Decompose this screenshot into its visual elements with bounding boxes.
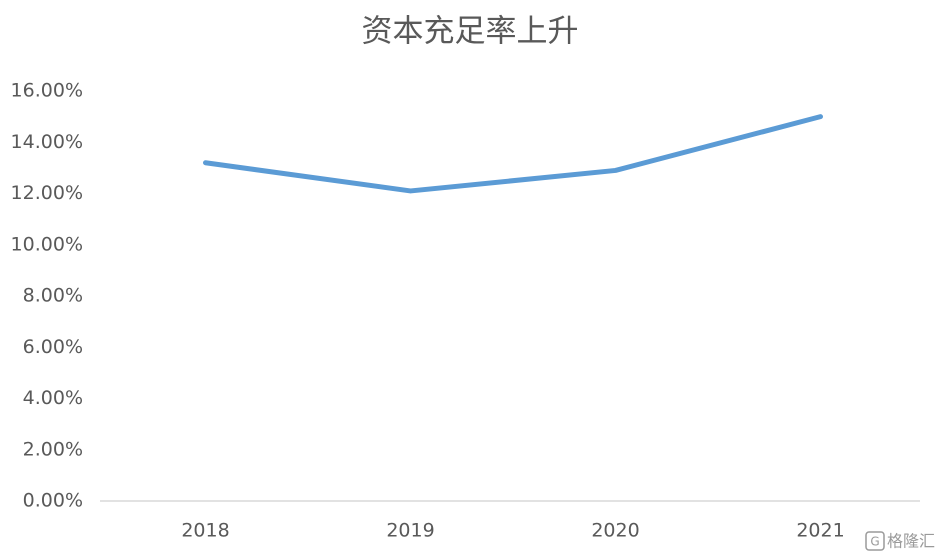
- y-tick-label: 16.00%: [11, 80, 83, 102]
- y-tick-label: 6.00%: [23, 336, 83, 358]
- x-tick-label: 2019: [386, 520, 434, 542]
- y-tick-label: 8.00%: [23, 285, 83, 307]
- watermark-glyph: G: [870, 535, 879, 549]
- x-tick-label: 2021: [796, 520, 844, 542]
- series-line: [203, 114, 823, 194]
- y-tick-label: 2.00%: [23, 438, 83, 460]
- chart-title: 资本充足率上升: [362, 14, 579, 50]
- watermark-box: [865, 531, 885, 551]
- y-tick-label: 4.00%: [23, 387, 83, 409]
- y-tick-label: 0.00%: [23, 490, 83, 512]
- y-tick-label: 12.00%: [11, 182, 83, 204]
- x-tick-label: 2020: [591, 520, 639, 542]
- x-tick-label: 2018: [181, 520, 229, 542]
- y-tick-label: 10.00%: [11, 233, 83, 255]
- watermark-icon: G: [865, 531, 885, 551]
- y-tick-label: 14.00%: [11, 131, 83, 153]
- watermark: 格隆汇: [887, 532, 935, 551]
